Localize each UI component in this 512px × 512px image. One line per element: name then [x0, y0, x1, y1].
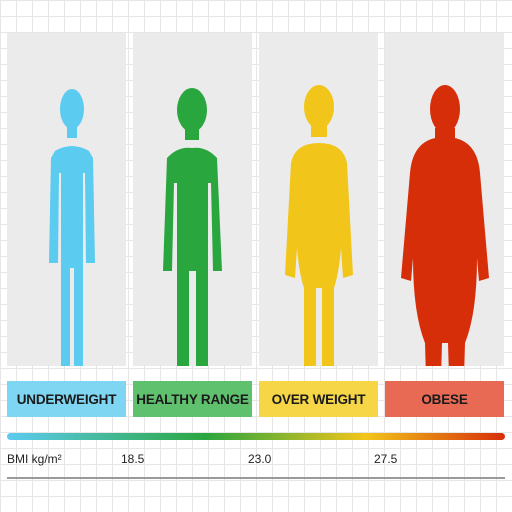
over-weight-label: OVER WEIGHT: [259, 381, 378, 417]
obese-figure-icon: [401, 85, 489, 366]
healthy-panel: [133, 33, 252, 366]
underweight-label: UNDERWEIGHT: [7, 381, 126, 417]
healthy-figure-icon: [163, 88, 222, 366]
bmi-tick-27-5: 27.5: [374, 452, 398, 466]
bottom-divider: [7, 477, 505, 479]
overweight-figure-icon: [285, 85, 353, 366]
underweight-figure-icon: [49, 89, 95, 366]
obese-panel: [385, 33, 504, 366]
bmi-unit-label: BMI kg/m²: [7, 452, 62, 466]
bmi-gradient-bar: [7, 433, 505, 440]
underweight-panel: [7, 33, 126, 366]
healthy-range-label: HEALTHY RANGE: [133, 381, 252, 417]
bmi-tick-23-0: 23.0: [248, 452, 272, 466]
overweight-panel: [259, 33, 378, 366]
bmi-tick-18-5: 18.5: [121, 452, 145, 466]
obese-label: OBESE: [385, 381, 504, 417]
